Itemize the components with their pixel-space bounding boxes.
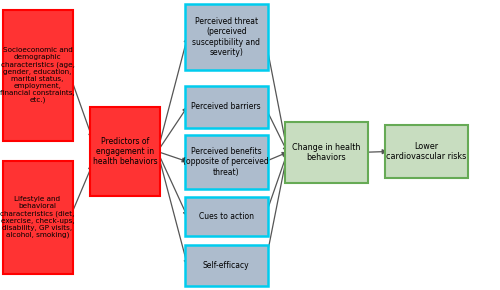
FancyBboxPatch shape bbox=[185, 4, 268, 70]
Text: Perceived benefits
(opposite of perceived
threat): Perceived benefits (opposite of perceive… bbox=[184, 147, 269, 177]
FancyBboxPatch shape bbox=[385, 125, 468, 178]
Text: Perceived barriers: Perceived barriers bbox=[192, 102, 261, 111]
Text: Socioeconomic and
demographic
characteristics (age,
gender, education,
marital s: Socioeconomic and demographic characteri… bbox=[0, 47, 75, 104]
FancyBboxPatch shape bbox=[185, 86, 268, 128]
Text: Perceived threat
(perceived
susceptibility and
severity): Perceived threat (perceived susceptibili… bbox=[192, 17, 260, 57]
FancyBboxPatch shape bbox=[185, 245, 268, 286]
FancyBboxPatch shape bbox=[285, 122, 368, 183]
Text: Predictors of
engagement in
health behaviors: Predictors of engagement in health behav… bbox=[92, 137, 158, 166]
FancyBboxPatch shape bbox=[2, 161, 72, 274]
Text: Self-efficacy: Self-efficacy bbox=[203, 261, 250, 270]
FancyBboxPatch shape bbox=[185, 135, 268, 188]
FancyBboxPatch shape bbox=[2, 10, 72, 141]
FancyBboxPatch shape bbox=[90, 107, 160, 196]
FancyBboxPatch shape bbox=[185, 197, 268, 236]
Text: Change in health
behaviors: Change in health behaviors bbox=[292, 143, 360, 162]
Text: Lower
cardiovascular risks: Lower cardiovascular risks bbox=[386, 142, 466, 161]
Text: Lifestyle and
behavioral
characteristics (diet,
exercise, check-ups,
disability,: Lifestyle and behavioral characteristics… bbox=[0, 197, 74, 238]
Text: Cues to action: Cues to action bbox=[199, 212, 254, 221]
